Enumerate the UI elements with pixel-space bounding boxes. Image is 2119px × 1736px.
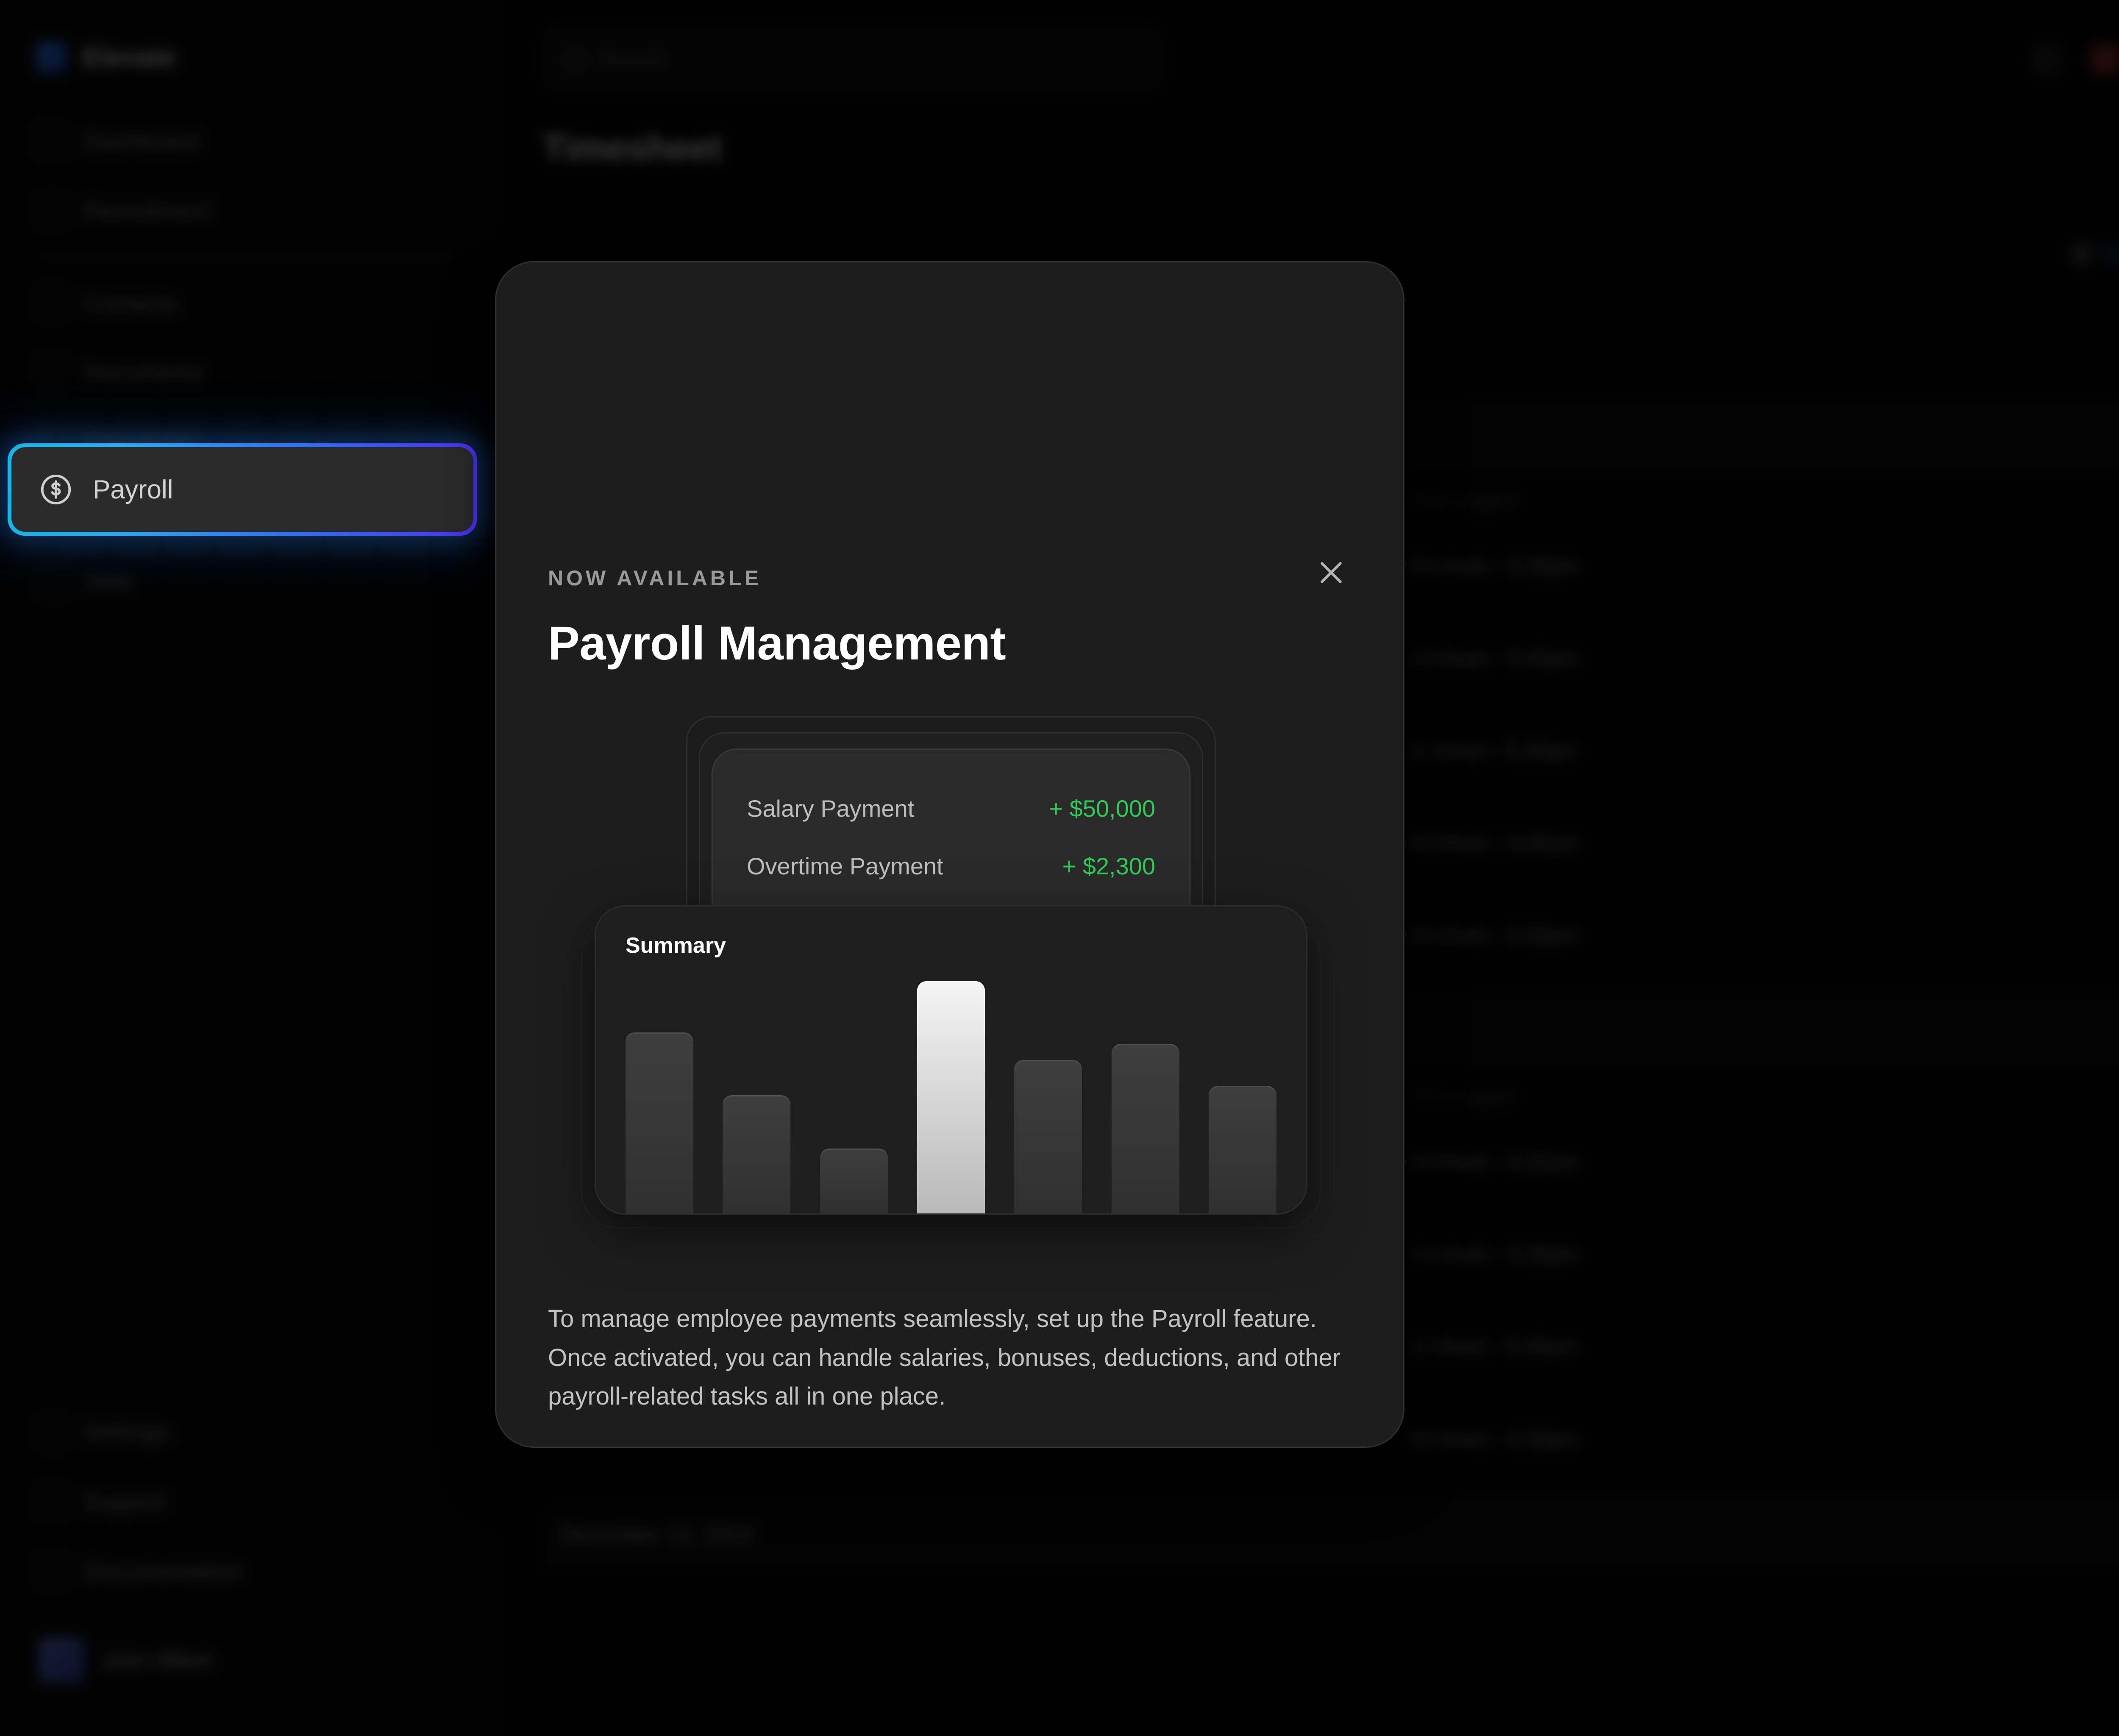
modal-header: NOW AVAILABLE Payroll Management [496,262,1403,670]
modal-body: To manage employee payments seamlessly, … [496,1299,1403,1447]
sidebar-item-payroll-inner: Payroll [11,447,473,532]
payroll-illustration: Salary Payment + $50,000 Overtime Paymen… [496,716,1403,1263]
bar [1111,1043,1179,1213]
modal-eyebrow: NOW AVAILABLE [548,566,762,590]
dollar-circle-icon [41,474,71,505]
bar-highlighted [917,981,985,1213]
summary-chart-card: Summary [595,905,1307,1215]
bar [820,1148,888,1213]
bar [1208,1085,1276,1213]
bar [723,1095,791,1213]
sidebar-item-payroll-highlight[interactable]: Payroll [8,443,477,536]
payment-row: Overtime Payment + $2,300 [747,837,1155,895]
close-icon [1321,562,1342,583]
payment-label: Salary Payment [747,795,915,822]
bar [626,1032,693,1213]
payment-amount: + $2,300 [1062,852,1155,879]
modal-title: Payroll Management [548,617,1006,670]
sidebar-item-label: Payroll [93,475,173,504]
chart-title: Summary [626,933,726,958]
payment-label: Overtime Payment [747,852,943,879]
payment-amount: + $50,000 [1049,795,1155,822]
close-button[interactable] [1306,547,1357,598]
payment-row: Salary Payment + $50,000 [747,779,1155,837]
bar [1014,1060,1082,1213]
payroll-announcement-modal: NOW AVAILABLE Payroll Management Salary … [495,261,1404,1448]
modal-description: To manage employee payments seamlessly, … [548,1305,1341,1410]
bar-chart [626,981,1276,1213]
